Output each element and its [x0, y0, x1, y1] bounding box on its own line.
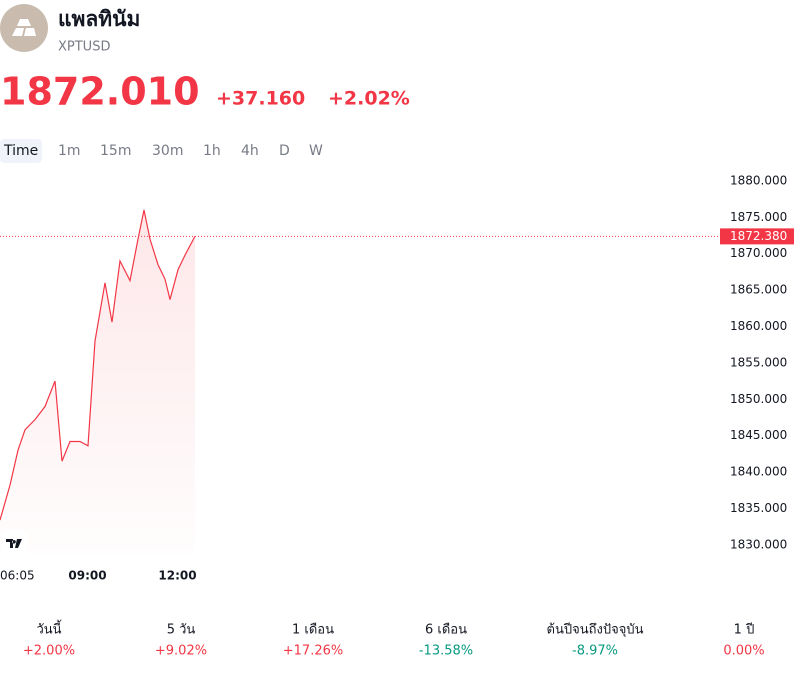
period-label: 5 วัน	[167, 623, 196, 638]
y-tick-label: 1830.000	[730, 537, 787, 551]
y-tick-label: 1875.000	[730, 210, 787, 224]
period-change: -8.97%	[572, 644, 618, 659]
period-label: 1 เดือน	[292, 622, 334, 638]
timeframe-tab[interactable]: 4h	[241, 143, 259, 159]
y-tick-label: 1860.000	[730, 319, 787, 333]
last-price-label: 1872.380	[730, 229, 787, 243]
title: แพลทินัม	[58, 7, 140, 31]
tab-selected	[0, 139, 42, 163]
period-label: วันนี้	[36, 620, 62, 638]
y-tick-label: 1840.000	[730, 465, 787, 479]
x-tick-label: 12:00	[158, 569, 196, 583]
timeframe-tab[interactable]: 1m	[58, 143, 81, 159]
y-tick-label: 1855.000	[730, 355, 787, 369]
period-change: -13.58%	[419, 644, 473, 659]
y-tick-label: 1870.000	[730, 246, 787, 260]
timeframe-tab[interactable]: 15m	[100, 143, 131, 159]
change: +37.160	[216, 88, 305, 110]
period-label: ต้นปีจนถึงปัจจุบัน	[547, 622, 644, 638]
symbol: XPTUSD	[58, 40, 110, 55]
change-pct: +2.02%	[328, 88, 410, 110]
period-change: +9.02%	[155, 644, 207, 659]
timeframe-tab[interactable]: 1h	[203, 143, 221, 159]
period-change: +17.26%	[283, 644, 343, 659]
y-tick-label: 1880.000	[730, 173, 787, 187]
timeframe-tab[interactable]: 30m	[152, 143, 183, 159]
price: 1872.010	[0, 70, 200, 114]
timeframe-tab[interactable]: D	[279, 143, 290, 159]
timeframe-tab[interactable]: W	[309, 143, 323, 159]
y-tick-label: 1865.000	[730, 283, 787, 297]
period-change: +2.00%	[23, 644, 75, 659]
tv-logo	[1, 530, 28, 556]
y-tick-label: 1850.000	[730, 392, 787, 406]
period-label: 6 เดือน	[425, 622, 467, 638]
last-price-box	[720, 228, 794, 245]
y-tick-label: 1835.000	[730, 501, 787, 515]
area	[0, 210, 195, 555]
period-change: 0.00%	[723, 644, 764, 659]
period-label: 1 ปี	[734, 622, 755, 638]
timeframe-tab[interactable]: Time	[3, 143, 38, 159]
x-tick-label: 06:05	[0, 569, 35, 583]
x-tick-label: 09:00	[68, 569, 106, 583]
y-tick-label: 1845.000	[730, 428, 787, 442]
price-line	[0, 209, 196, 521]
icon	[0, 4, 48, 52]
